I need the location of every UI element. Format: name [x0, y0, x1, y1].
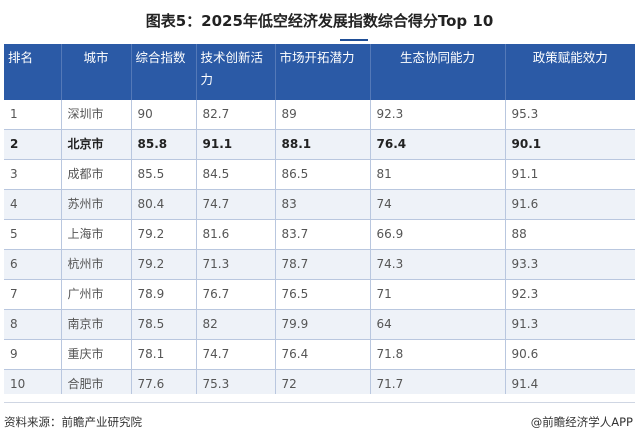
table-cell: 89 — [275, 100, 371, 130]
table-cell: 78.5 — [131, 309, 197, 340]
table-row: 7 广州市 78.9 76.7 76.5 71 92.3 — [4, 279, 635, 310]
table-row: 4 苏州市 80.4 74.7 83 74 91.6 — [4, 189, 635, 220]
table-cell: 北京市 — [61, 129, 132, 160]
table-cell: 66.9 — [370, 219, 506, 250]
table-cell: 90.1 — [505, 129, 635, 160]
table-cell: 83 — [275, 189, 371, 220]
header-tech-innovation: 技术创新活力 — [196, 44, 276, 100]
table-cell: 77.6 — [131, 369, 197, 394]
table-cell: 80.4 — [131, 189, 197, 220]
table-cell: 5 — [4, 219, 62, 250]
table-cell: 78.9 — [131, 279, 197, 310]
table-cell: 91.6 — [505, 189, 635, 220]
table-cell: 91.1 — [196, 129, 276, 160]
bottom-rule — [4, 402, 635, 403]
table-cell: 苏州市 — [61, 189, 132, 220]
table-cell: 杭州市 — [61, 249, 132, 280]
table-cell: 南京市 — [61, 309, 132, 340]
table-cell: 82.7 — [196, 100, 276, 130]
table-cell: 92.3 — [505, 279, 635, 310]
table-cell: 74 — [370, 189, 506, 220]
table-cell: 76.5 — [275, 279, 371, 310]
score-table: 排名 城市 综合指数 技术创新活力 市场开拓潜力 生态协同能力 政策赋能效力 1… — [4, 44, 635, 394]
table-row: 8 南京市 78.5 82 79.9 64 91.3 — [4, 309, 635, 340]
table-cell: 7 — [4, 279, 62, 310]
header-ecosystem-synergy: 生态协同能力 — [370, 44, 506, 100]
table-cell: 71 — [370, 279, 506, 310]
table-cell: 72 — [275, 369, 371, 394]
table-row: 9 重庆市 78.1 74.7 76.4 71.8 90.6 — [4, 339, 635, 370]
table-cell: 71.7 — [370, 369, 506, 394]
table-cell: 76.4 — [275, 339, 371, 370]
table-cell: 79.2 — [131, 219, 197, 250]
source-note: 资料来源：前瞻产业研究院 — [4, 415, 142, 429]
table-cell: 91.4 — [505, 369, 635, 394]
table-cell: 76.7 — [196, 279, 276, 310]
table-cell: 81.6 — [196, 219, 276, 250]
table-row: 3 成都市 85.5 84.5 86.5 81 91.1 — [4, 159, 635, 190]
table-cell: 79.2 — [131, 249, 197, 280]
table-cell: 92.3 — [370, 100, 506, 130]
table-cell: 85.8 — [131, 129, 197, 160]
table-cell: 6 — [4, 249, 62, 280]
table-row: 6 杭州市 79.2 71.3 78.7 74.3 93.3 — [4, 249, 635, 280]
header-policy-empowerment: 政策赋能效力 — [505, 44, 635, 100]
table-cell: 86.5 — [275, 159, 371, 190]
table-cell: 78.1 — [131, 339, 197, 370]
table-cell: 深圳市 — [61, 100, 132, 130]
table-cell: 64 — [370, 309, 506, 340]
table-row: 5 上海市 79.2 81.6 83.7 66.9 88 — [4, 219, 635, 250]
title-underline — [340, 39, 368, 41]
table-cell: 95.3 — [505, 100, 635, 130]
header-market-potential: 市场开拓潜力 — [275, 44, 371, 100]
table-row: 10 合肥市 77.6 75.3 72 71.7 91.4 — [4, 369, 635, 394]
header-composite-index: 综合指数 — [131, 44, 197, 100]
table-cell: 93.3 — [505, 249, 635, 280]
table-cell: 3 — [4, 159, 62, 190]
score-table-wrap: 排名 城市 综合指数 技术创新活力 市场开拓潜力 生态协同能力 政策赋能效力 1… — [4, 44, 635, 394]
table-cell: 81 — [370, 159, 506, 190]
table-cell: 重庆市 — [61, 339, 132, 370]
table-cell: 79.9 — [275, 309, 371, 340]
table-cell: 广州市 — [61, 279, 132, 310]
table-row: 1 深圳市 90 82.7 89 92.3 95.3 — [4, 100, 635, 130]
table-cell: 10 — [4, 369, 62, 394]
table-cell: 1 — [4, 100, 62, 130]
table-cell: 上海市 — [61, 219, 132, 250]
table-cell: 76.4 — [370, 129, 506, 160]
table-cell: 4 — [4, 189, 62, 220]
brand-credit: @前瞻经济学人APP — [530, 415, 633, 429]
table-cell: 88.1 — [275, 129, 371, 160]
table-body: 1 深圳市 90 82.7 89 92.3 95.3 2 北京市 85.8 91.1 88.1 76.4… — [4, 100, 635, 394]
table-cell: 成都市 — [61, 159, 132, 190]
table-cell: 75.3 — [196, 369, 276, 394]
chart-title: 图表5：2025年低空经济发展指数综合得分Top 10 — [145, 12, 494, 30]
table-cell: 82 — [196, 309, 276, 340]
table-cell: 90 — [131, 100, 197, 130]
table-cell: 74.3 — [370, 249, 506, 280]
table-cell: 91.1 — [505, 159, 635, 190]
header-rank: 排名 — [4, 44, 62, 100]
table-cell: 2 — [4, 129, 62, 160]
table-cell: 88 — [505, 219, 635, 250]
table-cell: 90.6 — [505, 339, 635, 370]
table-cell: 84.5 — [196, 159, 276, 190]
table-cell: 91.3 — [505, 309, 635, 340]
table-cell: 74.7 — [196, 189, 276, 220]
table-cell: 8 — [4, 309, 62, 340]
header-city: 城市 — [61, 44, 132, 100]
table-cell: 74.7 — [196, 339, 276, 370]
table-header-row: 排名 城市 综合指数 技术创新活力 市场开拓潜力 生态协同能力 政策赋能效力 — [4, 44, 635, 100]
table-cell: 合肥市 — [61, 369, 132, 394]
table-cell: 71.8 — [370, 339, 506, 370]
table-cell: 85.5 — [131, 159, 197, 190]
table-row: 2 北京市 85.8 91.1 88.1 76.4 90.1 — [4, 129, 635, 160]
table-cell: 83.7 — [275, 219, 371, 250]
table-cell: 71.3 — [196, 249, 276, 280]
table-cell: 9 — [4, 339, 62, 370]
table-cell: 78.7 — [275, 249, 371, 280]
